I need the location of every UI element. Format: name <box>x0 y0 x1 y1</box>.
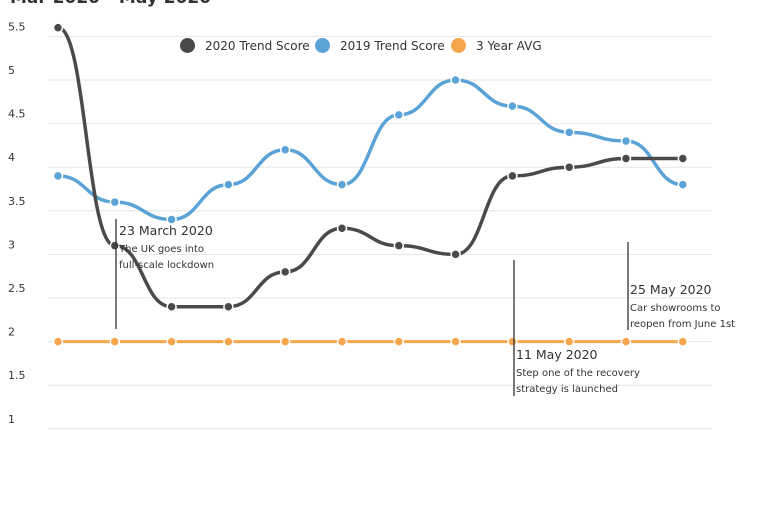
data-point <box>677 336 689 347</box>
data-point <box>109 240 121 251</box>
chart-title: Mar 2020 - May 2020 <box>10 0 211 8</box>
data-point <box>620 135 632 147</box>
legend-item-avg[interactable]: 3 Year AVG <box>451 38 542 53</box>
data-point <box>450 74 461 86</box>
data-point <box>336 179 348 190</box>
annotation-layer: 23 March 2020 The UK goes into full-scale … <box>115 219 735 396</box>
y-tick-label: 1.5 <box>8 369 26 382</box>
y-tick-label: 3 <box>8 238 15 251</box>
annotation-text: strategy is launched <box>516 384 618 395</box>
y-tick-label: 4 <box>8 151 15 164</box>
data-point <box>109 336 121 347</box>
annotation-text: full-scale lockdown <box>119 260 214 271</box>
legend-label-2020: 2020 Trend Score <box>205 38 310 53</box>
annotation-text: The UK goes into <box>118 244 204 255</box>
data-point <box>223 179 234 190</box>
data-point <box>52 336 64 347</box>
y-tick-label: 2.5 <box>8 282 26 295</box>
annotation-text: Step one of the recovery <box>516 368 640 379</box>
annotation-title: 11 May 2020 <box>516 347 598 362</box>
data-point <box>166 336 177 347</box>
data-point <box>336 336 348 347</box>
data-point <box>677 153 689 164</box>
series-layer <box>52 22 689 347</box>
data-point <box>393 109 405 121</box>
data-point <box>620 153 632 164</box>
data-point <box>109 196 121 208</box>
data-point <box>507 170 518 182</box>
y-tick-label: 4.5 <box>8 108 26 121</box>
data-point <box>166 214 177 225</box>
legend-item-2019[interactable]: 2019 Trend Score <box>315 38 445 53</box>
data-point <box>677 179 689 190</box>
data-point <box>223 301 234 312</box>
data-point <box>166 301 177 312</box>
data-point <box>223 336 234 347</box>
data-point <box>393 336 405 347</box>
y-tick-label: 3.5 <box>8 195 26 208</box>
data-point <box>507 336 518 347</box>
grid-layer: 11.522.533.544.555.56 <box>8 20 712 430</box>
legend-label-avg: 3 Year AVG <box>476 38 542 53</box>
annotation-title: 23 March 2020 <box>119 223 213 238</box>
data-point <box>393 240 405 251</box>
y-tick-label: 2 <box>8 326 15 339</box>
y-tick-label: 5.5 <box>8 20 26 33</box>
legend-label-2019: 2019 Trend Score <box>340 38 445 53</box>
data-point <box>450 249 461 260</box>
data-point <box>279 144 291 156</box>
data-point <box>450 336 461 347</box>
data-point <box>52 22 64 33</box>
data-point <box>620 336 632 347</box>
data-point <box>52 170 64 182</box>
data-point <box>279 336 291 347</box>
legend-item-2020[interactable]: 2020 Trend Score <box>180 38 310 53</box>
y-tick-label: 1 <box>8 413 15 426</box>
y-tick-label: 5 <box>8 64 15 77</box>
annotation-text: reopen from June 1st <box>630 319 735 330</box>
data-point <box>507 100 518 112</box>
data-point <box>563 336 575 347</box>
data-point <box>563 161 575 173</box>
annotation-title: 25 May 2020 <box>630 282 712 297</box>
series-line-2019-trend-score <box>56 78 685 222</box>
legend-marker-2019 <box>315 38 330 53</box>
annotation-text: Car showrooms to <box>630 303 721 314</box>
data-point <box>336 222 348 234</box>
legend-marker-2020 <box>180 38 195 53</box>
data-point <box>563 127 575 138</box>
data-point <box>279 266 291 278</box>
chart-legend: 2020 Trend Score 2019 Trend Score 3 Year… <box>0 38 758 60</box>
legend-marker-avg <box>451 38 466 53</box>
